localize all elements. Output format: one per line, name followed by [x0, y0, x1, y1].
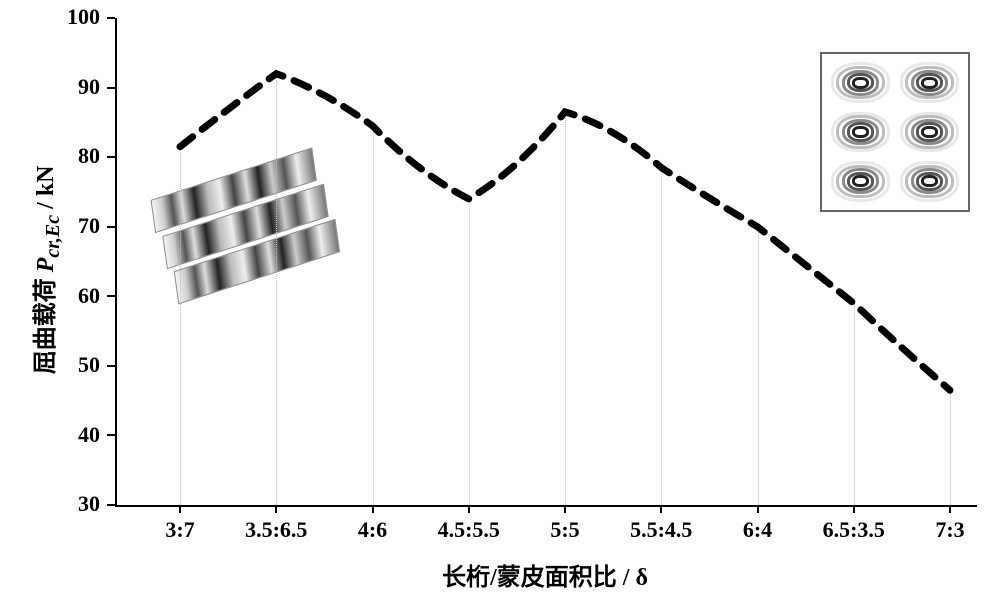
buckling-load-chart: 屈曲载荷 Pcr,Ec / kN 长桁/蒙皮面积比 / δ 3040506070… — [0, 0, 1000, 611]
series-line — [180, 74, 950, 391]
series-svg — [0, 0, 1000, 611]
